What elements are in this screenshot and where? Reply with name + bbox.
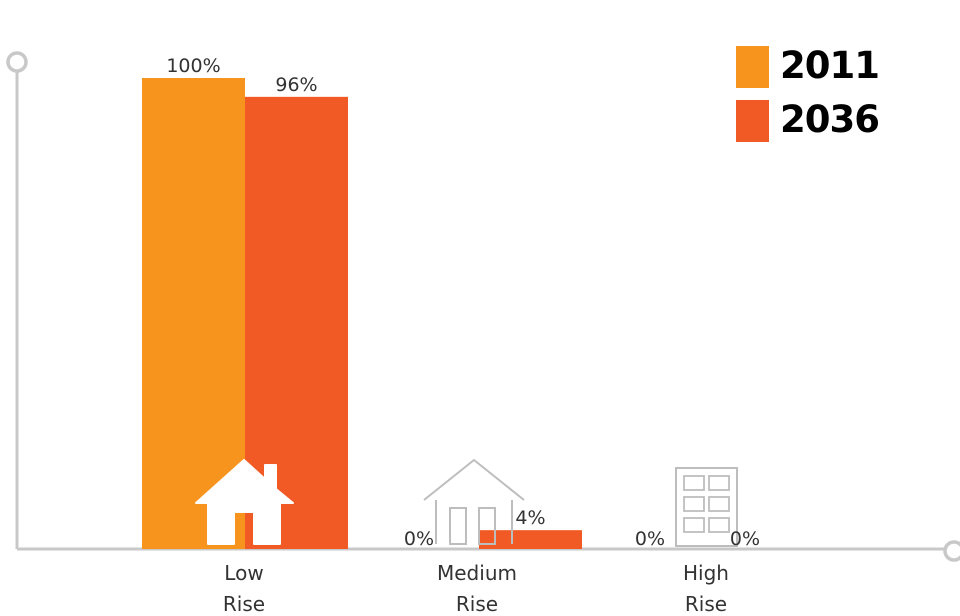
x-axis-end-cap bbox=[943, 540, 960, 562]
legend-label-2011: 2011 bbox=[780, 44, 880, 87]
category-label-high-rise-line-2: Rise bbox=[685, 592, 727, 616]
category-label-low-rise-line-1: Low bbox=[224, 561, 263, 585]
bar-medium-rise-2036 bbox=[479, 530, 582, 549]
townhouse-icon bbox=[423, 459, 525, 545]
value-label-high-rise-2036: 0% bbox=[730, 528, 760, 550]
house-icon bbox=[195, 459, 294, 545]
value-label-medium-rise-2036: 4% bbox=[515, 507, 545, 529]
bar-low-rise-2011 bbox=[142, 78, 245, 549]
apartment-building-icon bbox=[675, 467, 738, 547]
value-label-low-rise-2011: 100% bbox=[166, 55, 220, 77]
bar-low-rise-2036 bbox=[245, 96, 348, 549]
legend-swatch-2011 bbox=[736, 46, 769, 88]
category-label-low-rise-line-2: Rise bbox=[223, 592, 265, 616]
category-label-high-rise-line-1: High bbox=[683, 561, 729, 585]
value-label-medium-rise-2011: 0% bbox=[404, 528, 434, 550]
legend-label-2036: 2036 bbox=[780, 98, 880, 141]
category-label-medium-rise-line-2: Rise bbox=[456, 592, 498, 616]
value-label-low-rise-2036: 96% bbox=[275, 74, 317, 96]
category-label-medium-rise-line-1: Medium bbox=[437, 561, 517, 585]
legend-swatch-2036 bbox=[736, 100, 769, 142]
y-axis-end-cap bbox=[6, 51, 28, 73]
value-label-high-rise-2011: 0% bbox=[635, 528, 665, 550]
